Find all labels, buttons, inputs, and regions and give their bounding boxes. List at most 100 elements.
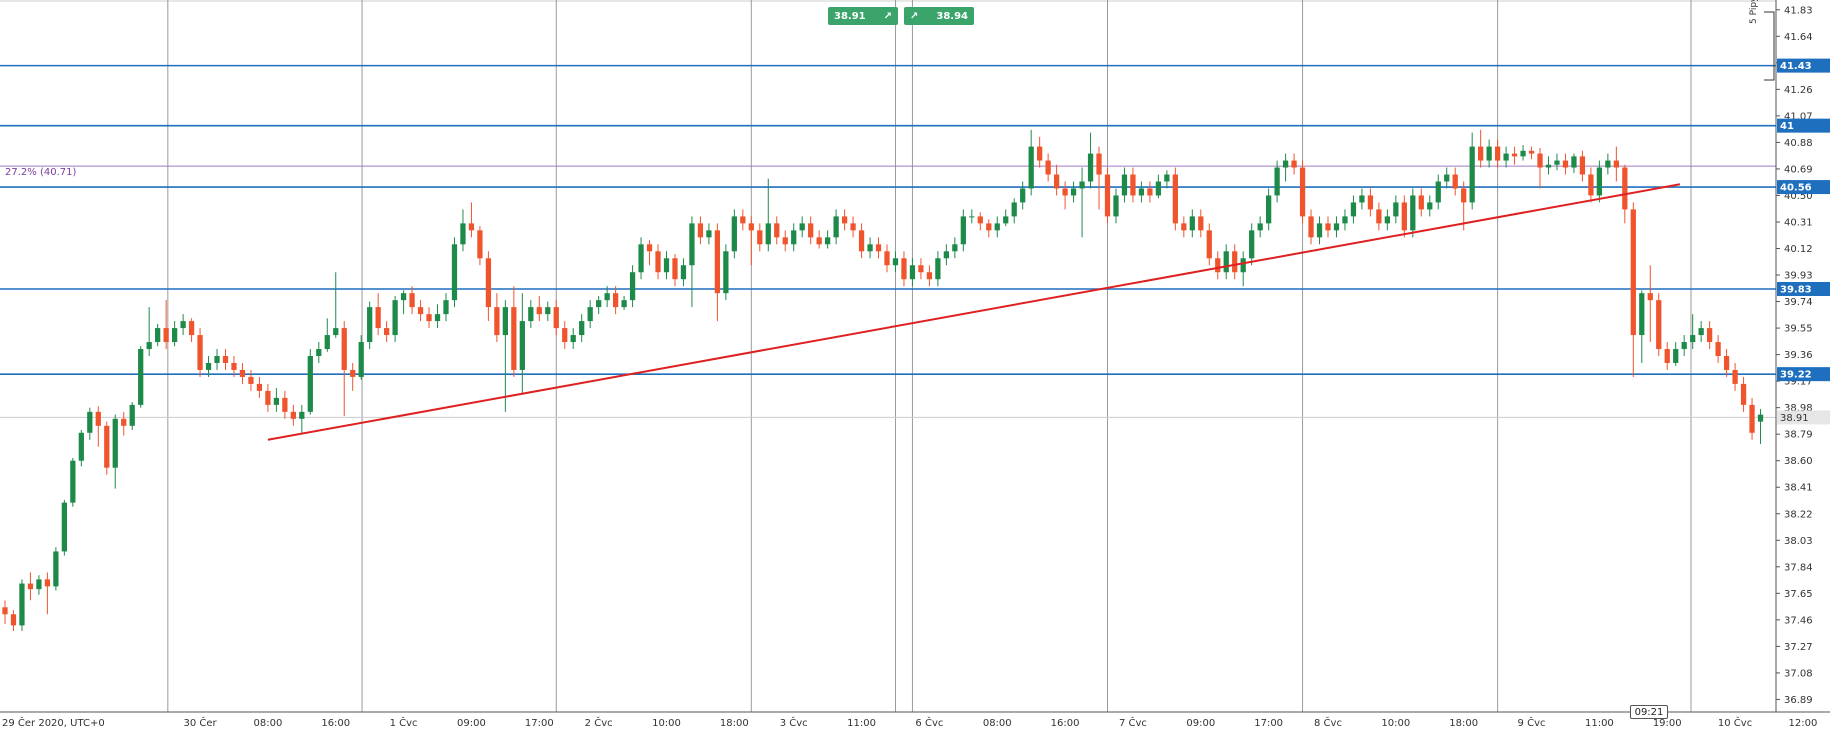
y-tick-label: 38.22 bbox=[1784, 509, 1813, 520]
candle-body bbox=[146, 342, 152, 350]
x-tick-label: 2 Čvc bbox=[585, 716, 613, 729]
candle-body bbox=[1087, 153, 1094, 182]
y-tick-label: 37.65 bbox=[1784, 589, 1813, 600]
candle-body bbox=[850, 223, 856, 231]
time-cursor-label[interactable]: 09:21 bbox=[1630, 705, 1668, 719]
candle-body bbox=[468, 223, 475, 231]
level-price-tag bbox=[1777, 118, 1830, 133]
sell-button[interactable]: 38.91 ↗ bbox=[828, 7, 898, 25]
candle-body bbox=[1121, 174, 1128, 196]
y-tick-label: 39.36 bbox=[1784, 350, 1813, 361]
candle-body bbox=[1579, 156, 1586, 175]
candle-body bbox=[1393, 202, 1399, 217]
candle-body bbox=[1622, 167, 1628, 210]
y-tick-label: 39.55 bbox=[1784, 324, 1813, 335]
candle-body bbox=[1164, 174, 1170, 182]
y-tick-label: 40.12 bbox=[1784, 244, 1813, 255]
candle-body bbox=[1070, 188, 1077, 196]
candle-body bbox=[909, 265, 916, 280]
level-price-label: 39.22 bbox=[1780, 370, 1812, 381]
candle-body bbox=[1698, 328, 1704, 336]
x-tick-label: 17:00 bbox=[525, 718, 554, 729]
candle-body bbox=[808, 223, 814, 238]
y-tick-label: 37.46 bbox=[1784, 615, 1813, 626]
candle-body bbox=[1427, 202, 1433, 210]
candle-body bbox=[1681, 342, 1687, 350]
candle-body bbox=[434, 314, 441, 322]
candle-body bbox=[1418, 195, 1424, 210]
candle-body bbox=[1461, 188, 1467, 203]
trendline bbox=[267, 183, 1681, 441]
candle-body bbox=[1333, 223, 1340, 231]
candle-body bbox=[1511, 153, 1518, 157]
candle-body bbox=[1003, 216, 1009, 224]
candle-body bbox=[1494, 146, 1501, 161]
candle-body bbox=[95, 411, 101, 426]
candle-body bbox=[1325, 223, 1331, 231]
candle-body bbox=[443, 300, 449, 315]
candle-body bbox=[765, 223, 771, 245]
candle-body bbox=[1707, 328, 1713, 343]
candle-body bbox=[1282, 160, 1289, 168]
candle-body bbox=[1647, 293, 1653, 301]
candle-body bbox=[1104, 174, 1111, 217]
candle-body bbox=[155, 328, 161, 343]
candle-body bbox=[1274, 167, 1280, 196]
candle-body bbox=[638, 244, 644, 273]
level-price-label: 40.56 bbox=[1780, 183, 1812, 194]
y-tick-label: 39.93 bbox=[1784, 271, 1813, 282]
candle-body bbox=[1198, 216, 1204, 231]
pips-scale-label: 5 Pipy bbox=[1749, 0, 1759, 24]
candle-body bbox=[1571, 156, 1577, 168]
x-tick-label: 3 Čvc bbox=[780, 716, 808, 729]
x-tick-label: 18:00 bbox=[720, 718, 749, 729]
candle-body bbox=[367, 307, 373, 343]
candle-body bbox=[1469, 146, 1475, 203]
x-tick-label: 12:00 bbox=[1789, 718, 1818, 729]
y-tick-label: 39.74 bbox=[1784, 297, 1813, 308]
candle-body bbox=[833, 216, 839, 238]
candle-body bbox=[1613, 160, 1619, 168]
candle-body bbox=[1223, 251, 1229, 273]
candle-body bbox=[214, 356, 220, 363]
candle-body bbox=[231, 362, 237, 370]
y-tick-label: 39.17 bbox=[1784, 377, 1813, 388]
buy-button[interactable]: ↗ 38.94 bbox=[904, 7, 974, 25]
y-tick-label: 38.79 bbox=[1784, 430, 1813, 441]
candle-body bbox=[1596, 167, 1603, 196]
candle-body bbox=[256, 383, 263, 391]
level-price-label: 41.43 bbox=[1780, 61, 1812, 72]
candle-body bbox=[197, 335, 203, 370]
candle-body bbox=[1723, 356, 1730, 370]
candle-body bbox=[545, 307, 551, 315]
x-tick-label: 10:00 bbox=[1381, 718, 1410, 729]
candle-body bbox=[621, 300, 627, 308]
candle-body bbox=[121, 418, 127, 426]
x-tick-label: 16:00 bbox=[321, 718, 350, 729]
candle-body bbox=[409, 293, 415, 308]
x-tick-label: 1 Čvc bbox=[390, 716, 418, 729]
fib-level-label: 27.2% (40.71) bbox=[5, 167, 77, 178]
candle-body bbox=[350, 369, 356, 377]
candle-body bbox=[646, 244, 653, 252]
candle-body bbox=[426, 314, 432, 322]
candle-body bbox=[70, 460, 76, 503]
candle-body bbox=[1240, 258, 1246, 273]
candle-body bbox=[87, 411, 93, 433]
candle-body bbox=[1147, 188, 1153, 196]
candle-body bbox=[1384, 216, 1390, 224]
candle-body bbox=[774, 223, 780, 238]
candle-body bbox=[1037, 146, 1043, 161]
candle-body bbox=[672, 258, 678, 280]
level-price-label: 39.83 bbox=[1780, 284, 1812, 295]
candle-body bbox=[960, 216, 966, 245]
candle-body bbox=[163, 328, 169, 343]
y-tick-label: 41.26 bbox=[1784, 85, 1813, 96]
candle-body bbox=[273, 397, 280, 405]
level-price-label: 41 bbox=[1780, 121, 1794, 132]
candle-body bbox=[1257, 223, 1263, 231]
candle-body bbox=[460, 223, 466, 245]
candle-body bbox=[604, 293, 610, 301]
